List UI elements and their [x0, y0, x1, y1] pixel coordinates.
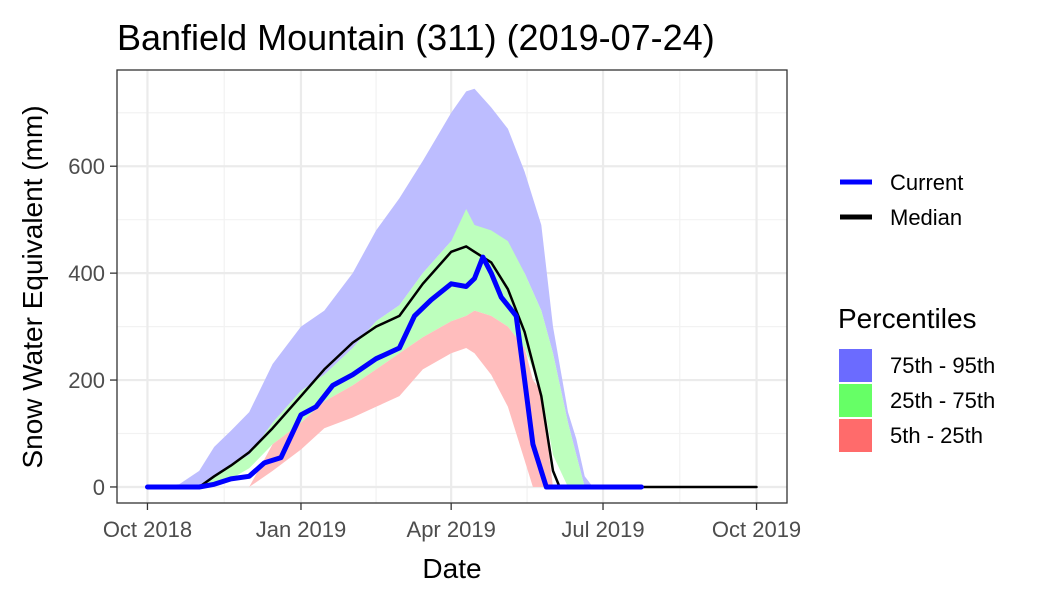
legend-label: 25th - 75th [890, 388, 995, 413]
y-axis: 0 200 400 600 [68, 154, 117, 500]
x-axis: Oct 2018 Jan 2019 Apr 2019 Jul 2019 Oct 2019 [103, 503, 801, 542]
x-tick-label: Oct 2018 [103, 517, 192, 542]
series-line-median [146, 245, 758, 489]
legend-percentiles: 75th - 95th 25th - 75th 5th - 25th [839, 349, 995, 452]
band-75th-95th [147, 88, 593, 487]
y-tick-label: 400 [68, 261, 105, 286]
legend-lines: Current Median [840, 170, 963, 230]
x-tick-label: Apr 2019 [407, 517, 496, 542]
y-tick-label: 600 [68, 154, 105, 179]
legend-swatch [839, 349, 872, 382]
y-tick-label: 200 [68, 368, 105, 393]
legend-label: 75th - 95th [890, 353, 995, 378]
x-tick-label: Oct 2019 [712, 517, 801, 542]
y-tick-label: 0 [93, 475, 105, 500]
series-line-current [145, 254, 644, 490]
legend-swatch [839, 384, 872, 417]
y-axis-title: Snow Water Equivalent (mm) [17, 105, 48, 468]
legend-label: 5th - 25th [890, 423, 983, 448]
legend-swatch [839, 419, 872, 452]
plot-border [116, 69, 788, 504]
series-lines [145, 245, 758, 490]
x-axis-title: Date [422, 553, 481, 584]
x-tick-label: Jul 2019 [561, 517, 644, 542]
legend-label-current: Current [890, 170, 963, 195]
x-tick-label: Jan 2019 [256, 517, 347, 542]
band-5th-25th [249, 310, 553, 487]
legend-percentiles-title: Percentiles [838, 303, 977, 334]
chart-title: Banfield Mountain (311) (2019-07-24) [117, 17, 715, 58]
legend-label-median: Median [890, 205, 962, 230]
